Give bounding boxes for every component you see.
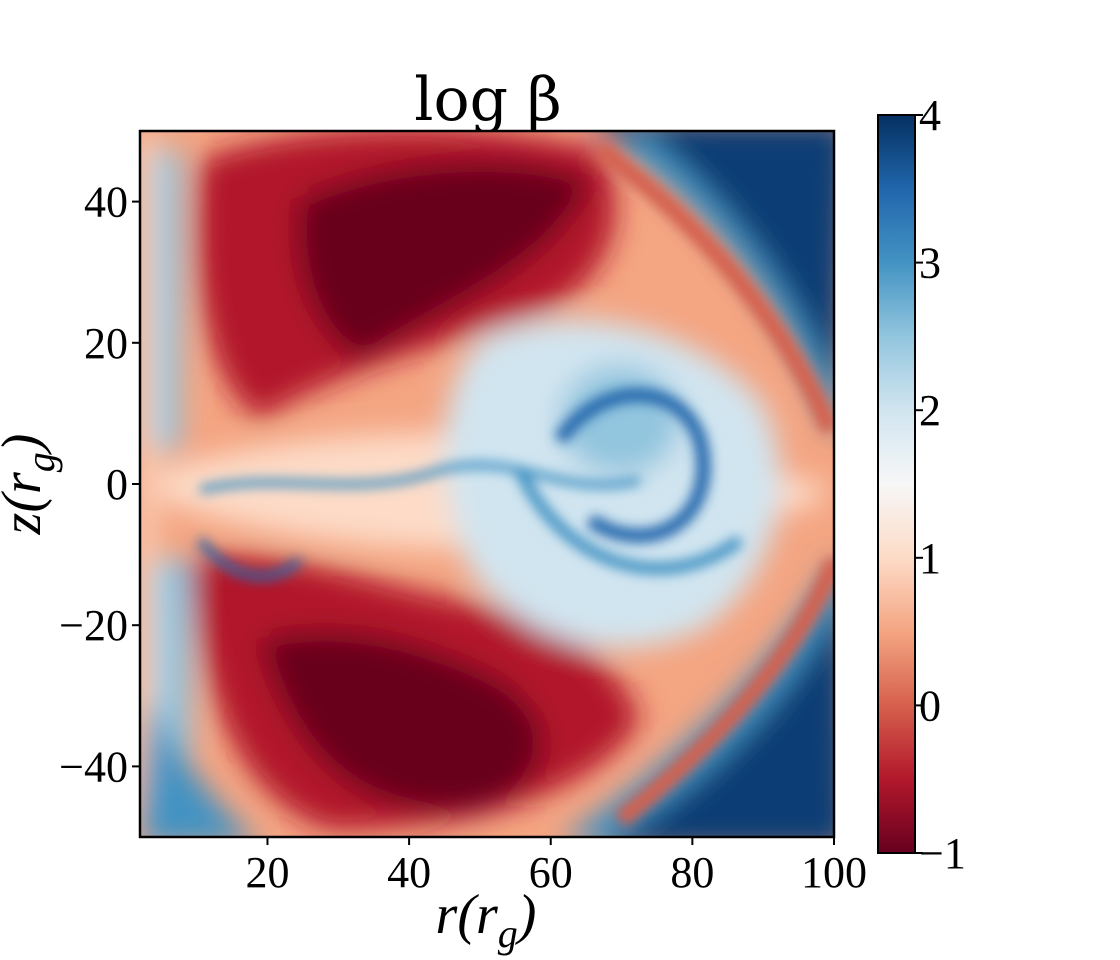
y-tick-label: 40 <box>84 178 128 227</box>
colorbar-ticks: 4 3 2 1 0 −1 <box>915 91 966 878</box>
corona-edge-upper <box>620 131 834 430</box>
x-tick-label: 100 <box>801 848 867 897</box>
colorbar-tick-label: 0 <box>919 681 941 730</box>
x-axis-label: r(rg) <box>436 884 537 956</box>
vortex-arm-2 <box>514 467 744 575</box>
y-axis-label: z(rg) <box>0 434 63 536</box>
colorbar-tick-label: 3 <box>919 239 941 288</box>
funnel-light-left <box>140 131 154 837</box>
colorbar-tick-label: 1 <box>919 534 941 583</box>
x-axis-ticks: 20 40 60 80 100 <box>245 837 867 897</box>
chart-title: log β <box>414 65 561 135</box>
heatmap-field <box>140 131 834 837</box>
x-tick-label: 20 <box>245 848 289 897</box>
y-axis-ticks: 40 20 0 −20 −40 <box>59 178 140 791</box>
lower-lobe-core <box>260 632 543 812</box>
colorbar-tick-label: −1 <box>919 829 966 878</box>
y-tick-label: 20 <box>84 319 128 368</box>
y-tick-label: −20 <box>59 601 128 650</box>
lower-left-blue-wedge <box>140 700 252 837</box>
x-tick-label: 60 <box>529 848 573 897</box>
disk-edge-lower <box>614 556 834 828</box>
colorbar-tick-label: 4 <box>919 91 941 140</box>
colorbar <box>877 114 916 854</box>
midplane-filament <box>199 461 641 494</box>
upper-lobe-core <box>297 162 590 360</box>
y-tick-label: 0 <box>106 460 128 509</box>
lower-filament <box>196 537 303 581</box>
disk-edge-upper <box>594 142 834 434</box>
corona-lower-right <box>614 578 834 837</box>
corona-upper-right <box>600 131 834 425</box>
x-tick-label: 80 <box>670 848 714 897</box>
x-tick-label: 40 <box>387 848 431 897</box>
funnel-blue-left <box>150 150 180 450</box>
colorbar-tick-label: 2 <box>919 386 941 435</box>
y-tick-label: −40 <box>59 742 128 791</box>
vortex-arm <box>554 388 711 543</box>
